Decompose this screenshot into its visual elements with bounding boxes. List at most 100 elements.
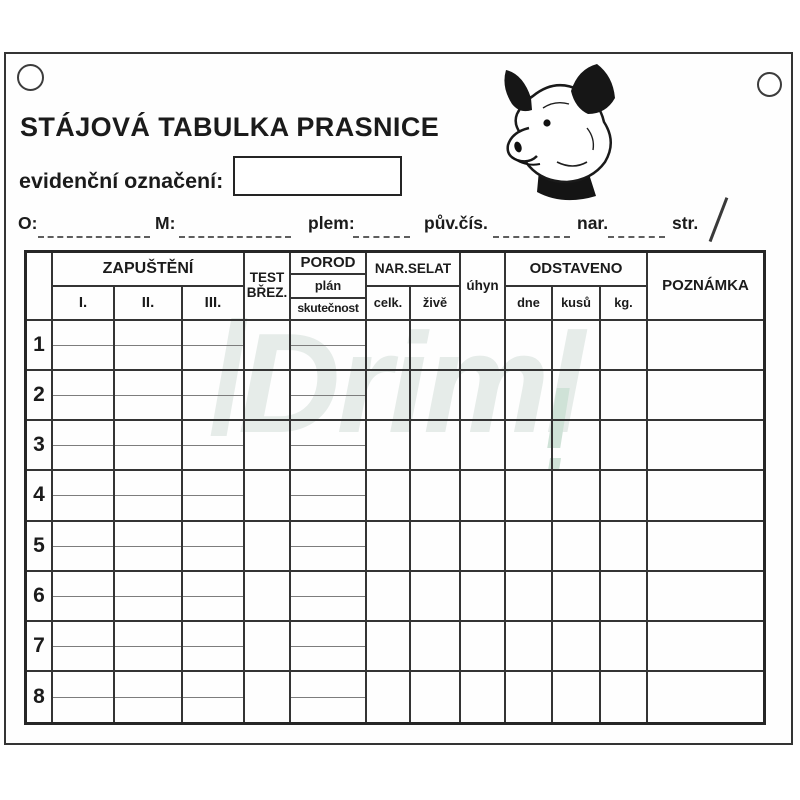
entry-cell <box>291 421 367 472</box>
entry-cell <box>183 571 245 622</box>
born-write-line <box>608 218 665 238</box>
entry-cell <box>461 371 506 422</box>
entry-cell <box>506 671 553 722</box>
entry-cell <box>183 421 245 472</box>
entry-cell <box>553 671 601 722</box>
entry-cell <box>648 321 763 372</box>
cell-split-line <box>291 495 365 497</box>
entry-cell <box>245 371 291 422</box>
header-test-brez: TEST BŘEZ. <box>245 253 291 321</box>
header-nar-selat-celk: celk. <box>367 287 411 321</box>
header-nar-selat: NAR.SELAT <box>367 253 461 287</box>
cell-split-line <box>53 495 113 497</box>
header-porod-skutecnost: skutečnost <box>291 299 367 321</box>
entry-cell <box>183 521 245 572</box>
entry-cell <box>461 571 506 622</box>
entry-cell <box>53 471 115 522</box>
cell-split-line <box>53 445 113 447</box>
row-number: 7 <box>27 621 53 672</box>
entry-cell <box>245 321 291 372</box>
field-breed-label: plem: <box>308 213 355 233</box>
entry-cell <box>506 521 553 572</box>
entry-cell <box>461 421 506 472</box>
cell-split-line <box>291 645 365 647</box>
entry-cell <box>648 672 763 722</box>
cell-split-line <box>115 395 181 397</box>
row-number: 5 <box>27 521 53 572</box>
entry-cell <box>553 421 601 472</box>
cell-split-line <box>183 395 243 397</box>
cell-split-line <box>115 545 181 547</box>
cell-split-line <box>183 696 243 698</box>
entry-cell <box>53 671 115 722</box>
entry-cell <box>367 371 411 422</box>
cell-split-line <box>115 595 181 597</box>
entry-cell <box>291 471 367 522</box>
entry-cell <box>553 521 601 572</box>
row-number: 1 <box>27 321 53 372</box>
header-test-brez-line1: TEST <box>249 270 285 286</box>
entry-cell <box>183 621 245 672</box>
entry-cell <box>115 321 183 372</box>
entry-cell <box>245 571 291 622</box>
entry-cell <box>648 371 763 422</box>
cell-split-line <box>291 595 365 597</box>
cell-split-line <box>53 595 113 597</box>
cell-split-line <box>53 696 113 698</box>
header-porod-plan: plán <box>291 275 367 299</box>
entry-cell <box>506 321 553 372</box>
entry-cell <box>245 521 291 572</box>
header-odstaveno-kusu: kusů <box>553 287 601 321</box>
entry-cell <box>648 522 763 572</box>
cell-split-line <box>115 445 181 447</box>
entry-cell <box>648 471 763 522</box>
entry-cell <box>411 421 461 472</box>
entry-cell <box>367 421 411 472</box>
entry-cell <box>506 371 553 422</box>
entry-cell <box>648 622 763 672</box>
breed-write-line <box>353 218 410 238</box>
cell-split-line <box>291 545 365 547</box>
row-number: 6 <box>27 571 53 622</box>
entry-cell <box>367 521 411 572</box>
header-nar-selat-zive: živě <box>411 287 461 321</box>
mother-write-line <box>179 218 291 238</box>
entry-cell <box>601 421 648 472</box>
father-write-line <box>38 218 150 238</box>
entry-cell <box>367 571 411 622</box>
entry-cell <box>245 421 291 472</box>
entry-cell <box>53 521 115 572</box>
entry-cell <box>183 371 245 422</box>
header-odstaveno-kg: kg. <box>601 287 648 321</box>
entry-cell <box>553 321 601 372</box>
entry-cell <box>115 421 183 472</box>
entry-cell <box>53 621 115 672</box>
entry-cell <box>245 621 291 672</box>
entry-cell <box>411 621 461 672</box>
entry-cell <box>245 471 291 522</box>
header-odstaveno-dne: dne <box>506 287 553 321</box>
cell-split-line <box>115 696 181 698</box>
entry-cell <box>601 571 648 622</box>
entry-cell <box>291 571 367 622</box>
entry-cell <box>553 371 601 422</box>
entry-cell <box>601 621 648 672</box>
entry-cell <box>183 321 245 372</box>
field-orig-number-label: pův.čís. <box>424 213 488 233</box>
row-number: 3 <box>27 421 53 472</box>
field-born-label: nar. <box>577 213 609 233</box>
cell-split-line <box>183 545 243 547</box>
cell-split-line <box>115 495 181 497</box>
entry-cell <box>291 671 367 722</box>
cell-split-line <box>291 395 365 397</box>
entry-cell <box>411 521 461 572</box>
cell-split-line <box>53 545 113 547</box>
entry-cell <box>115 671 183 722</box>
row-number: 8 <box>27 671 53 722</box>
cell-split-line <box>291 345 365 347</box>
cell-split-line <box>291 445 365 447</box>
entry-cell <box>183 471 245 522</box>
entry-cell <box>601 671 648 722</box>
entry-cell <box>53 421 115 472</box>
